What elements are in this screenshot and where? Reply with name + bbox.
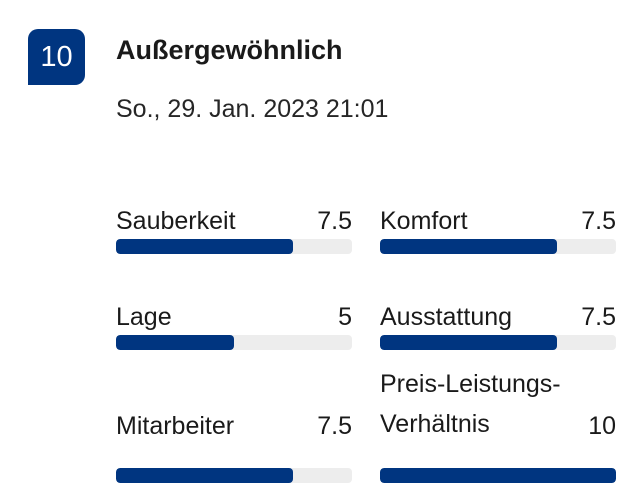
category-value: 10 xyxy=(588,412,616,440)
rating-bar-track xyxy=(116,239,352,254)
rating-bar-track xyxy=(116,335,352,350)
category-ausstattung: Ausstattung 7.5 xyxy=(380,271,616,350)
category-label: Sauberkeit xyxy=(116,207,236,235)
rating-bar-track xyxy=(380,335,616,350)
category-value: 7.5 xyxy=(581,207,616,235)
score-value: 10 xyxy=(40,40,73,73)
score-badge: 10 xyxy=(28,29,85,85)
category-value: 7.5 xyxy=(581,303,616,331)
rating-bar-fill xyxy=(380,239,557,254)
rating-bar-fill xyxy=(116,239,293,254)
category-preis-leistung: Preis-Leistungs-Verhältnis 10 xyxy=(380,368,616,483)
category-value: 5 xyxy=(338,303,352,331)
category-label: Lage xyxy=(116,303,172,331)
category-sauberkeit: Sauberkeit 7.5 xyxy=(116,175,352,254)
review-title: Außergewöhnlich xyxy=(116,35,343,65)
category-label: Komfort xyxy=(380,207,468,235)
rating-bar-fill xyxy=(380,335,557,350)
rating-bar-track xyxy=(380,468,616,483)
category-label: Ausstattung xyxy=(380,303,513,331)
rating-bar-track xyxy=(380,239,616,254)
category-mitarbeiter: Mitarbeiter 7.5 xyxy=(116,368,352,483)
category-lage: Lage 5 xyxy=(116,271,352,350)
category-komfort: Komfort 7.5 xyxy=(380,175,616,254)
category-value: 7.5 xyxy=(317,412,352,440)
category-value: 7.5 xyxy=(317,207,352,235)
rating-bar-fill xyxy=(116,468,293,483)
rating-bar-track xyxy=(116,468,352,483)
review-date: So., 29. Jan. 2023 21:01 xyxy=(116,95,389,123)
category-label: Mitarbeiter xyxy=(116,412,235,440)
rating-bar-fill xyxy=(380,468,616,483)
rating-bar-fill xyxy=(116,335,234,350)
category-label: Preis-Leistungs-Verhältnis xyxy=(380,370,561,438)
